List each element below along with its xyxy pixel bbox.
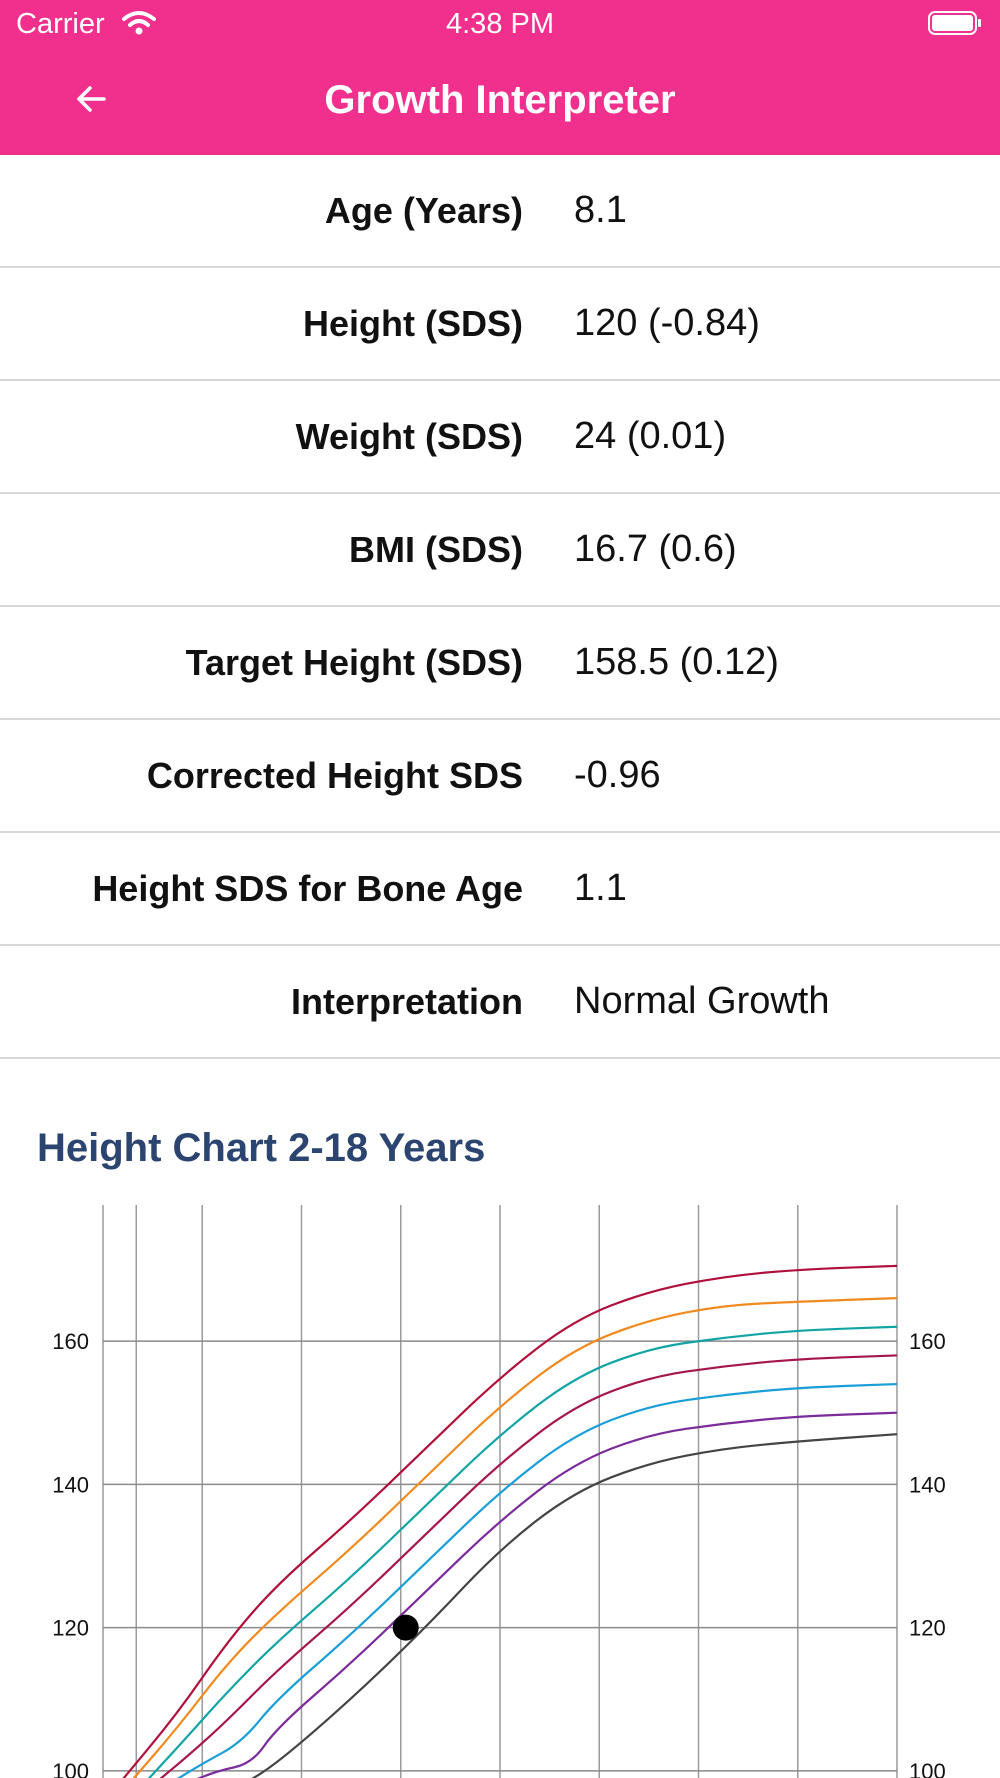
y-tick-label-right: 140 <box>909 1472 946 1497</box>
result-value: Normal Growth <box>574 980 830 1022</box>
result-row-interpretation: Interpretation Normal Growth <box>0 946 1000 1059</box>
wifi-icon <box>122 11 156 35</box>
result-label: Height SDS for Bone Age <box>92 868 523 909</box>
result-value: 24 (0.01) <box>574 415 727 457</box>
result-row-height: Height (SDS) 120 (-0.84) <box>0 268 1000 381</box>
result-value: -0.96 <box>574 754 661 796</box>
y-tick-label-left: 120 <box>52 1616 89 1641</box>
result-value: 120 (-0.84) <box>574 302 760 344</box>
battery-icon <box>928 11 981 35</box>
page-title: Growth Interpreter <box>324 78 676 122</box>
centile-line-4 <box>159 1354 898 1778</box>
centile-line-7 <box>251 1433 898 1778</box>
centile-lines <box>122 1264 898 1778</box>
result-value: 158.5 (0.12) <box>574 641 779 683</box>
y-tick-label-left: 140 <box>52 1472 89 1497</box>
status-bar: Carrier 4:38 PM <box>0 0 1000 50</box>
result-row-corrected-height: Corrected Height SDS -0.96 <box>0 720 1000 833</box>
centile-line-5 <box>177 1382 898 1778</box>
result-value: 8.1 <box>574 189 627 231</box>
carrier-label: Carrier <box>16 8 105 40</box>
y-tick-label-left: 100 <box>52 1759 89 1778</box>
result-label: Corrected Height SDS <box>146 755 523 796</box>
result-label: Target Height (SDS) <box>185 642 523 683</box>
y-axis-ticks: 100 100 120 120 140 140 160 160 <box>52 1329 945 1778</box>
chart-title: Height Chart 2-18 Years <box>37 1126 486 1170</box>
app-header: Carrier 4:38 PM Growth Interpreter <box>0 0 1000 155</box>
result-row-bmi: BMI (SDS) 16.7 (0.6) <box>0 494 1000 607</box>
result-value: 1.1 <box>574 867 627 909</box>
result-row-age: Age (Years) 8.1 <box>0 155 1000 268</box>
result-label: Height (SDS) <box>303 303 523 344</box>
result-label: Age (Years) <box>324 190 523 231</box>
result-label: Interpretation <box>290 981 523 1022</box>
centile-line-2 <box>132 1297 898 1778</box>
status-time: 4:38 PM <box>446 8 554 40</box>
y-tick-label-right: 100 <box>909 1759 946 1778</box>
y-tick-label-right: 120 <box>909 1616 946 1641</box>
patient-point <box>392 1614 419 1641</box>
result-row-target-height: Target Height (SDS) 158.5 (0.12) <box>0 607 1000 720</box>
back-arrow-icon[interactable] <box>74 82 108 116</box>
y-tick-label-right: 160 <box>909 1329 946 1354</box>
y-tick-label-left: 160 <box>52 1329 89 1354</box>
result-label: BMI (SDS) <box>349 529 523 570</box>
results-list: Age (Years) 8.1 Height (SDS) 120 (-0.84)… <box>0 155 1000 1059</box>
result-value: 16.7 (0.6) <box>574 528 737 570</box>
centile-line-1 <box>122 1264 898 1778</box>
centile-line-6 <box>196 1411 898 1778</box>
chart-grid <box>102 1205 898 1778</box>
patient-marker-layer <box>392 1614 419 1641</box>
result-label: Weight (SDS) <box>295 416 523 457</box>
centile-line-3 <box>147 1325 898 1778</box>
result-row-weight: Weight (SDS) 24 (0.01) <box>0 381 1000 494</box>
height-chart: 100 100 120 120 140 140 160 160 <box>52 1205 946 1778</box>
result-row-bone-age: Height SDS for Bone Age 1.1 <box>0 833 1000 946</box>
